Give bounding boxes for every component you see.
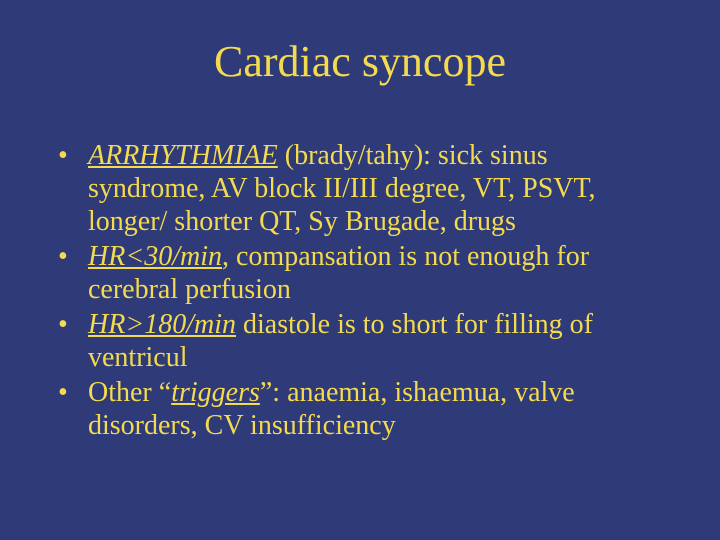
bullet-pre: Other “ xyxy=(88,377,171,408)
bullet-lead: HR<30/min xyxy=(88,241,222,272)
list-item: HR<30/min, compansation is not enough fo… xyxy=(52,240,672,306)
list-item: ARRHYTHMIAE (brady/tahy): sick sinus syn… xyxy=(52,139,672,238)
bullet-lead: triggers xyxy=(171,377,260,408)
bullet-list: ARRHYTHMIAE (brady/tahy): sick sinus syn… xyxy=(52,139,672,442)
bullet-lead: ARRHYTHMIAE xyxy=(88,140,278,171)
bullet-lead: HR>180/min xyxy=(88,309,236,340)
list-item: HR>180/min diastole is to short for fill… xyxy=(52,308,672,374)
list-item: Other “triggers”: anaemia, ishaemua, val… xyxy=(52,376,672,442)
slide: Cardiac syncope ARRHYTHMIAE (brady/tahy)… xyxy=(0,0,720,540)
slide-title: Cardiac syncope xyxy=(48,36,672,87)
